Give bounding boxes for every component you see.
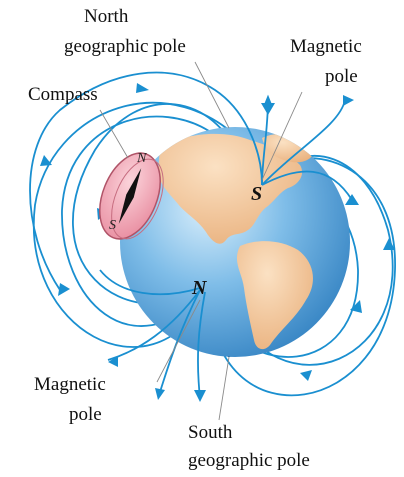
field-line: [224, 154, 394, 366]
arrowhead: [300, 370, 312, 381]
label-south-geographic-line2: geographic pole: [188, 450, 310, 471]
field-line: [159, 289, 201, 393]
arrowhead: [136, 83, 149, 93]
magnetic-south-pole-marker: S: [251, 183, 262, 205]
arrowhead: [350, 300, 362, 313]
field-line: [61, 115, 216, 327]
compass: [99, 152, 164, 240]
leader-compass: [99, 109, 129, 159]
field-line: [209, 157, 396, 397]
field-line: [261, 99, 346, 186]
leader-magnetic-top: [261, 91, 303, 181]
magnetic-north-pole-marker: N: [191, 277, 208, 299]
leader-north-geographic: [194, 61, 230, 129]
arrowhead: [383, 238, 395, 250]
arrowhead: [108, 356, 118, 367]
field-line: [261, 170, 353, 201]
compass-needle: [118, 168, 142, 224]
label-magnetic-bottom-line1: Magnetic: [34, 374, 106, 395]
label-north-geographic-line2: geographic pole: [64, 36, 186, 57]
arrowhead: [40, 155, 52, 166]
field-line: [29, 71, 263, 291]
south-america-landmass: [236, 241, 313, 350]
label-magnetic-top-line1: Magnetic: [290, 36, 362, 57]
earth-globe: [120, 127, 350, 357]
leader-south-geographic: [218, 356, 230, 421]
label-magnetic-top-line2: pole: [325, 66, 358, 87]
label-north-geographic-line1: North: [84, 6, 129, 27]
label-compass: Compass: [28, 84, 98, 105]
leader-lines: [99, 61, 303, 421]
arrowhead: [58, 283, 70, 296]
compass-needle-south-letter: S: [109, 218, 116, 233]
arrowhead: [155, 388, 165, 400]
north-america-landmass: [158, 133, 303, 244]
field-line: [107, 289, 201, 361]
arrowhead: [194, 390, 206, 402]
field-line: [197, 291, 206, 399]
label-south-geographic-line1: South: [188, 422, 233, 443]
compass-needle-north-letter: N: [136, 151, 147, 166]
diagram-labels: North geographic pole Magnetic pole Comp…: [28, 6, 362, 471]
field-line: [99, 269, 201, 296]
arrowhead: [343, 95, 354, 106]
label-magnetic-bottom-line2: pole: [69, 404, 102, 425]
arrowhead: [345, 194, 359, 205]
leader-magnetic-bottom: [156, 299, 201, 383]
arrowhead: [261, 103, 275, 115]
